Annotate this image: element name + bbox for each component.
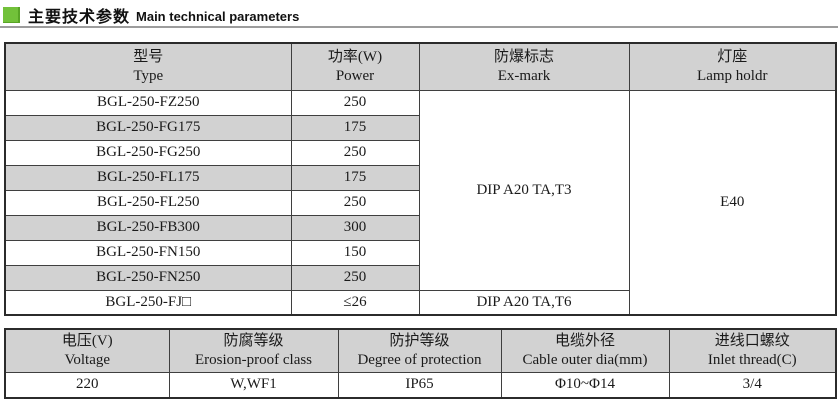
- protection-degree-value: IP65: [337, 371, 502, 399]
- model-cell: BGL-250-FZ250: [4, 89, 292, 116]
- table-row: BGL-250-FG175 175: [4, 114, 836, 141]
- table-row: BGL-250-FB300 300: [4, 214, 836, 241]
- power-cell: 250: [290, 189, 420, 216]
- table-row: BGL-250-FN150 150: [4, 239, 836, 266]
- model-cell: BGL-250-FL250: [4, 189, 292, 216]
- col-header-erosion-proof: 防腐等级 Erosion-proof class: [168, 328, 339, 373]
- section-header: 主要技术参数 Main technical parameters: [3, 4, 835, 26]
- power-cell: 150: [290, 239, 420, 266]
- model-cell: BGL-250-FL175: [4, 164, 292, 191]
- section-bullet-icon: [3, 7, 20, 23]
- col-header-protection-degree: 防护等级 Degree of protection: [337, 328, 502, 373]
- section-title-zh: 主要技术参数: [28, 9, 131, 26]
- table-row: BGL-250-FJ□ ≤26 DIP A20 TA,T6: [4, 289, 836, 316]
- col-header-type: 型号 Type: [4, 42, 292, 91]
- table-row: BGL-250-FL250 250: [4, 189, 836, 216]
- power-cell: 175: [290, 114, 420, 141]
- model-cell: BGL-250-FJ□: [4, 289, 292, 316]
- power-cell: 175: [290, 164, 420, 191]
- col-header-power: 功率(W) Power: [290, 42, 420, 91]
- voltage-value: 220: [4, 371, 170, 399]
- ex-mark-cell: DIP A20 TA,T3: [418, 89, 630, 291]
- model-cell: BGL-250-FG175: [4, 114, 292, 141]
- col-header-voltage: 电压(V) Voltage: [4, 328, 170, 373]
- inlet-thread-value: 3/4: [668, 371, 837, 399]
- lamp-holder-cell: E40: [628, 89, 837, 316]
- power-cell: 250: [290, 89, 420, 116]
- title-divider: [0, 26, 838, 28]
- col-header-inlet-thread: 进线口螺纹 Inlet thread(C): [668, 328, 837, 373]
- cable-dia-value: Φ10~Φ14: [500, 371, 670, 399]
- erosion-proof-value: W,WF1: [168, 371, 339, 399]
- power-cell: 250: [290, 264, 420, 291]
- power-cell: 300: [290, 214, 420, 241]
- col-header-lamp-holder: 灯座 Lamp holdr: [628, 42, 837, 91]
- section-title-en: Main technical parameters: [136, 8, 300, 24]
- main-parameters-table: 型号 Type 功率(W) Power 防爆标志 Ex-mark 灯座 Lamp…: [4, 42, 837, 316]
- spec-table-header-row: 电压(V) Voltage 防腐等级 Erosion-proof class 防…: [4, 328, 837, 373]
- col-header-ex-mark: 防爆标志 Ex-mark: [418, 42, 630, 91]
- table-row: BGL-250-FL175 175: [4, 164, 836, 191]
- spec-table: 电压(V) Voltage 防腐等级 Erosion-proof class 防…: [4, 328, 837, 399]
- table-row: BGL-250-FN250 250: [4, 264, 836, 291]
- power-cell: 250: [290, 139, 420, 166]
- spec-values-row: 220 W,WF1 IP65 Φ10~Φ14 3/4: [4, 371, 837, 399]
- ex-mark-cell-t6: DIP A20 TA,T6: [418, 289, 630, 316]
- table-row: BGL-250-FZ250 250 DIP A20 TA,T3 E40: [4, 89, 837, 316]
- power-cell: ≤26: [290, 289, 420, 316]
- model-cell: BGL-250-FN150: [4, 239, 292, 266]
- model-cell: BGL-250-FG250: [4, 139, 292, 166]
- main-table-header-row: 型号 Type 功率(W) Power 防爆标志 Ex-mark 灯座 Lamp…: [4, 42, 837, 91]
- col-header-cable-dia: 电缆外径 Cable outer dia(mm): [500, 328, 670, 373]
- model-cell: BGL-250-FN250: [4, 264, 292, 291]
- model-cell: BGL-250-FB300: [4, 214, 292, 241]
